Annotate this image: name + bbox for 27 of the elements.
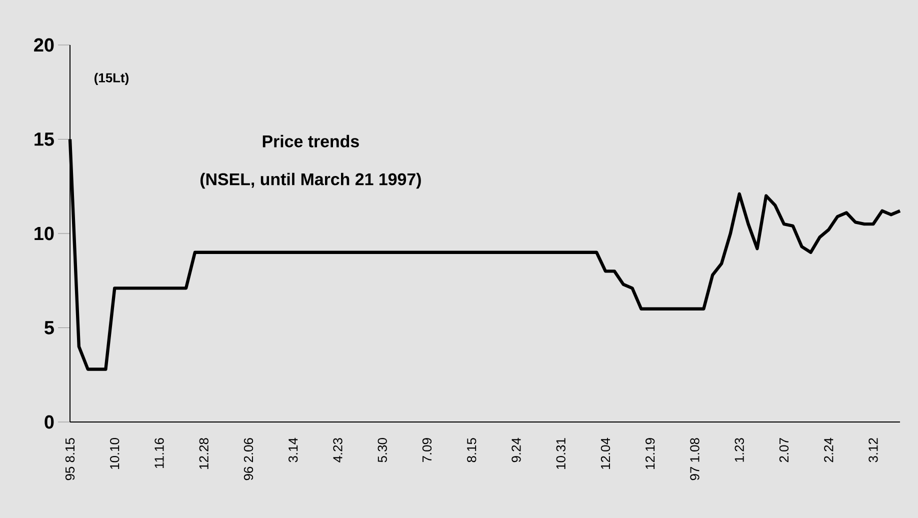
x-tick-label: 7.09 xyxy=(422,438,432,462)
x-tick-label: 12.28 xyxy=(199,438,208,469)
x-tick-label: 5.30 xyxy=(378,438,387,462)
x-tick-label: 3.14 xyxy=(288,438,298,462)
y-axis-title: (15Lt) xyxy=(94,72,128,85)
text: (NSEL, until March 21 1997) xyxy=(200,172,421,189)
x-tick-label: 12.19 xyxy=(646,438,655,469)
text: Price trends xyxy=(262,134,359,148)
x-tick-label: 8.15 xyxy=(467,438,476,462)
x-tick-label: 4.23 xyxy=(333,438,342,462)
x-tick-label: 97 1.08 xyxy=(690,438,700,480)
x-tick-label: 95 8.15 xyxy=(65,438,75,480)
x-tick-label: 9.24 xyxy=(512,438,521,462)
x-tick-label: 2.24 xyxy=(824,438,834,462)
y-tick-label: 20 xyxy=(34,38,54,52)
x-tick-label: 3.12 xyxy=(868,438,878,462)
x-tick-label: 96 2.06 xyxy=(244,438,254,480)
y-tick-label: 15 xyxy=(34,132,54,146)
x-tick-label: 10.10 xyxy=(110,438,120,469)
x-tick-label: 1.23 xyxy=(734,438,744,462)
y-tick-label: 0 xyxy=(44,415,54,429)
y-tick-label: 5 xyxy=(44,321,54,334)
x-tick-label: 2.07 xyxy=(779,438,789,462)
x-tick-label: 10.31 xyxy=(556,438,566,469)
y-tick-label: 10 xyxy=(34,226,54,240)
x-tick-label: 12.04 xyxy=(600,438,610,469)
x-tick-label: 11.16 xyxy=(154,438,164,468)
